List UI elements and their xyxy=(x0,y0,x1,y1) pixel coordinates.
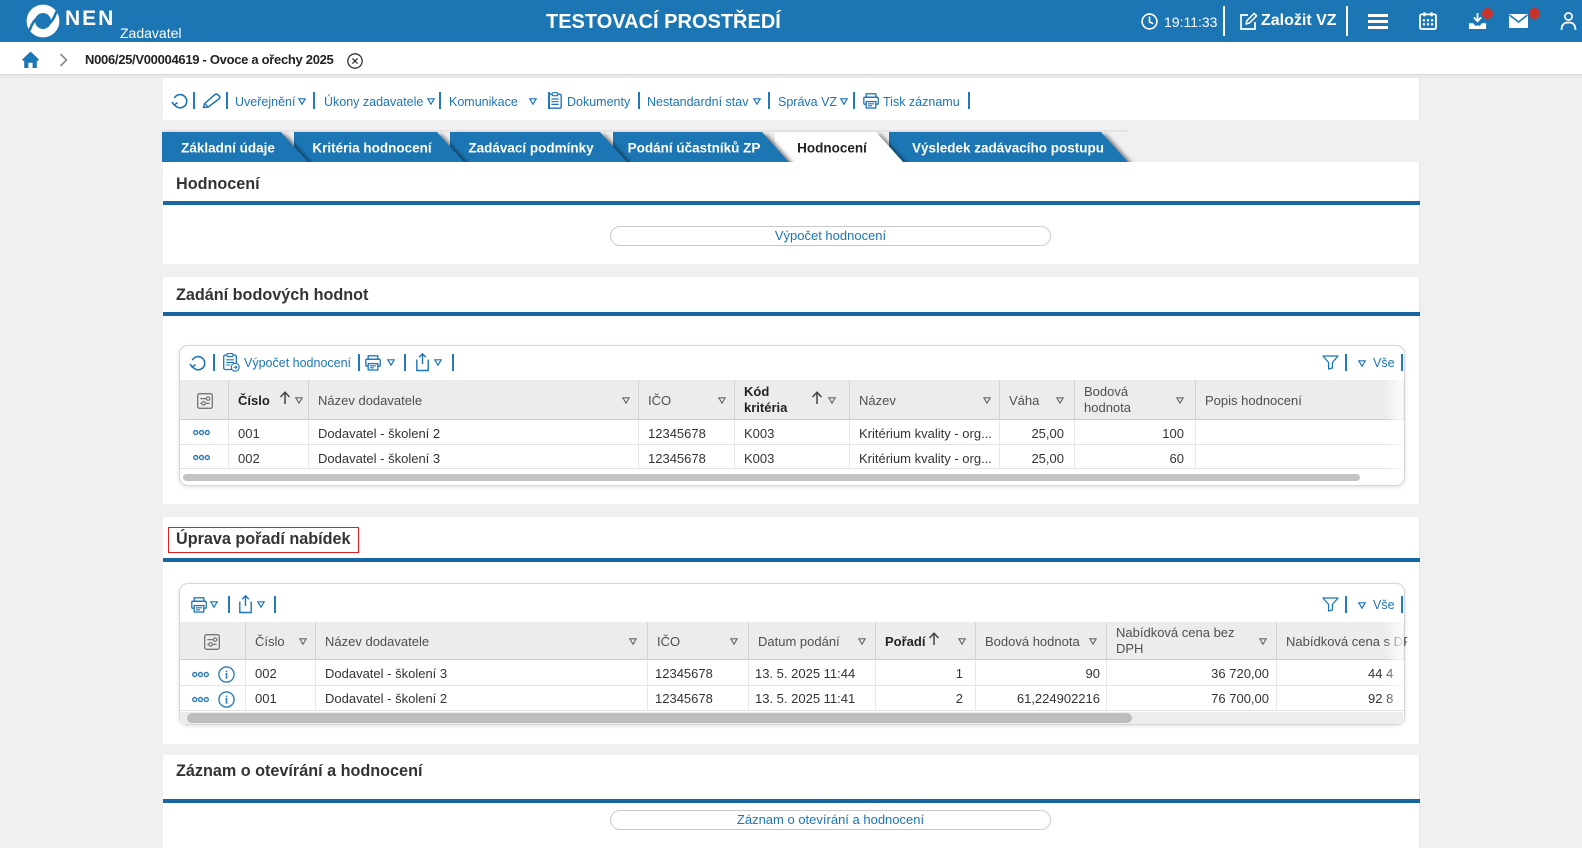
svg-text:Podání účastníků ZP: Podání účastníků ZP xyxy=(628,141,761,156)
svg-text:Zadávací podmínky: Zadávací podmínky xyxy=(468,141,594,156)
svg-text:i: i xyxy=(225,695,229,707)
svg-text:i: i xyxy=(225,670,229,682)
svg-text:Kritéria hodnocení: Kritéria hodnocení xyxy=(312,141,433,156)
svg-text:Hodnocení: Hodnocení xyxy=(797,141,868,156)
svg-text:Základní údaje: Základní údaje xyxy=(181,141,275,156)
svg-text:Výsledek zadávacího postupu: Výsledek zadávacího postupu xyxy=(912,141,1104,156)
